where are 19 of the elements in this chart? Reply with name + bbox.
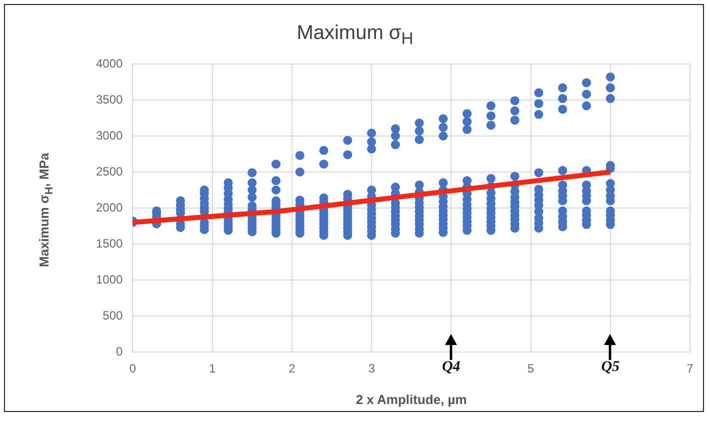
- y-tick-label: 3000: [96, 128, 124, 142]
- text: Q4: [442, 359, 460, 376]
- y-tick-label: 2500: [96, 164, 124, 178]
- y-tick-label: 0: [116, 344, 124, 358]
- x-tick-label: 7: [686, 362, 694, 376]
- x-tick-label: 2: [288, 362, 296, 376]
- y-tick-label: 500: [102, 308, 124, 322]
- y-tick-label: 1000: [96, 272, 124, 286]
- x-tick-label: 3: [368, 362, 376, 376]
- text: Q5: [601, 359, 620, 376]
- chart-title: Maximum σ$_{H}$: [296, 22, 414, 49]
- y-tick-label: 4000: [96, 56, 124, 70]
- y-tick-label: 2000: [96, 200, 124, 214]
- y-tick-label: 3500: [96, 92, 124, 106]
- y-tick-label: 1500: [96, 236, 124, 250]
- x-axis-title: 2 x Amplitude, µm: [356, 392, 467, 407]
- x-tick-label: 1: [208, 362, 216, 376]
- x-tick-label: 0: [129, 362, 136, 376]
- x-tick-label: 5: [527, 362, 534, 376]
